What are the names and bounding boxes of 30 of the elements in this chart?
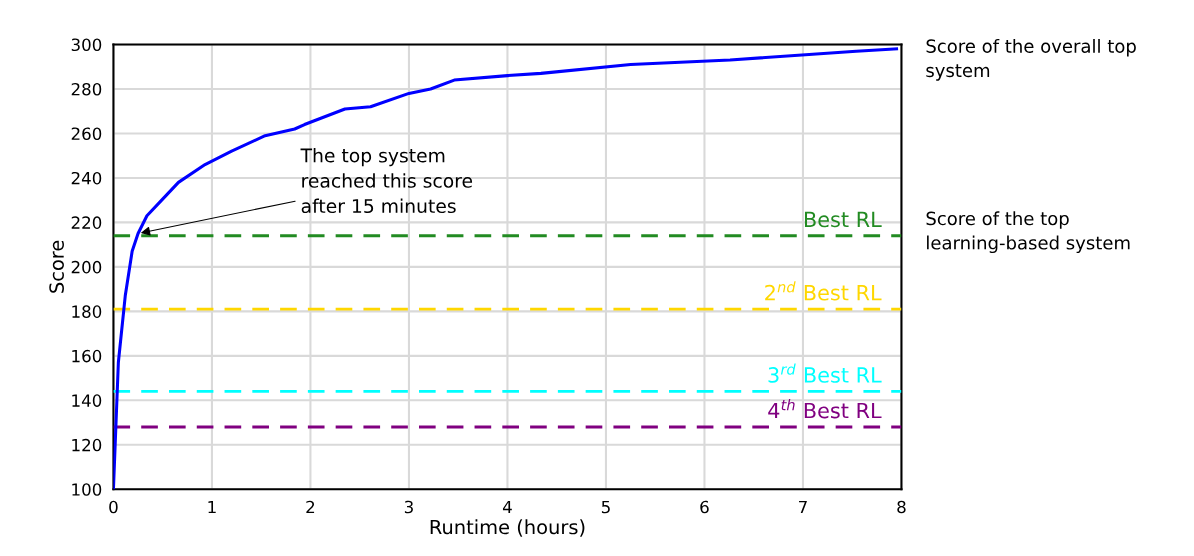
y-tick-label: 300 — [71, 38, 102, 52]
y-tick-label: 200 — [71, 260, 102, 274]
annotation: The top system reached this score after 15 minutes — [300, 148, 473, 214]
y-tick-label: 260 — [71, 127, 102, 141]
y-tick-label: 140 — [72, 394, 102, 407]
x-tick-label: 1 — [208, 500, 216, 514]
x-tick-label: 5 — [601, 500, 610, 514]
y-tick-label: 100 — [72, 483, 102, 496]
line-series — [113, 47, 899, 490]
x-tick-label: 3 — [404, 500, 413, 514]
ref-line-label: 2$^{nd}$ Best RL — [765, 281, 882, 301]
x-tick-label: 2 — [306, 500, 315, 514]
x-tick-label: 7 — [799, 500, 807, 514]
y-tick-label: 240 — [71, 171, 102, 185]
x-axis-title: Runtime (hours) — [430, 519, 585, 537]
y-tick-label: 180 — [72, 305, 102, 318]
x-tick-label: 8 — [897, 500, 906, 514]
x-tick-label: 0 — [109, 500, 118, 514]
y-tick-label: 160 — [72, 349, 102, 363]
y-tick-label: 220 — [71, 216, 102, 229]
y-tick-label: 120 — [72, 438, 102, 452]
ref-line-label: Best RL — [804, 211, 882, 228]
x-tick-label: 6 — [700, 500, 709, 514]
text: Score of the top learning-based system — [926, 211, 1130, 254]
y-axis-title: Score — [49, 240, 64, 293]
ref-line-label: 4$^{th}$ Best RL — [768, 399, 882, 419]
ref-line-label: 3$^{rd}$ Best RL — [768, 363, 882, 383]
x-tick-label: 4 — [502, 500, 512, 514]
text: Score of the overall top system — [926, 38, 1136, 81]
y-tick-label: 280 — [71, 82, 102, 96]
